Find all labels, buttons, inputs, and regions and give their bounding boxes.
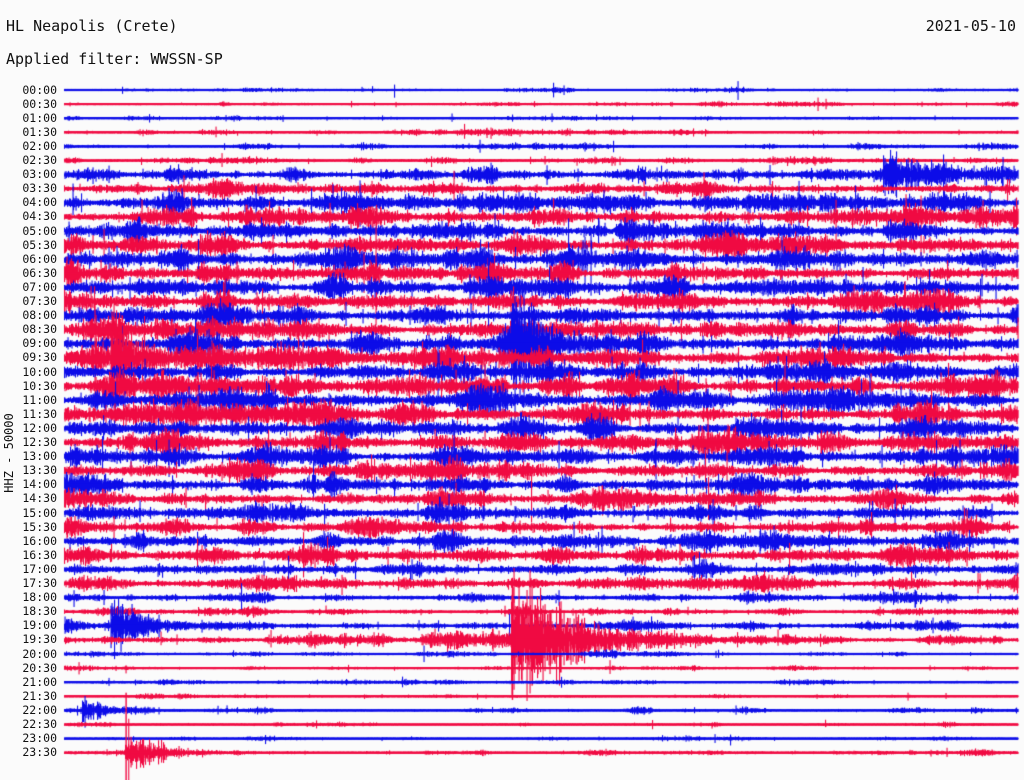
date-label: 2021-05-10: [925, 17, 1016, 35]
applied-filter-label: Applied filter: WWSSN-SP: [6, 50, 223, 68]
helicorder-plot: HHZ - 50000 00:0000:3001:0001:3002:0002:…: [0, 80, 1024, 780]
waveform-canvas[interactable]: [0, 80, 1024, 780]
page-title: HL Neapolis (Crete): [6, 17, 178, 35]
waveform-canvas-wrap: [0, 80, 1024, 780]
